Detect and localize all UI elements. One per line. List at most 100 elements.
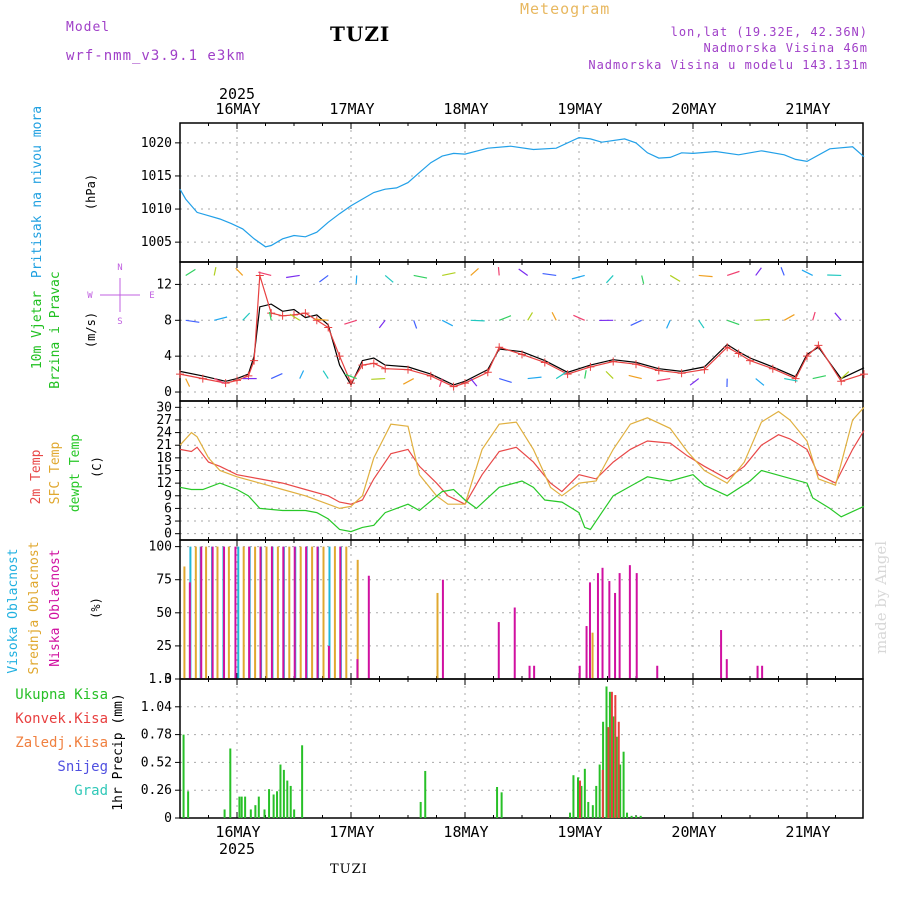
x-day-label-top: 20MAY — [671, 100, 716, 118]
data-bar — [238, 796, 241, 818]
data-bar — [259, 546, 262, 679]
data-bar — [617, 721, 620, 818]
wind-arrow — [378, 319, 386, 329]
gust-marker — [233, 376, 241, 385]
data-bar — [282, 546, 285, 679]
gust-marker — [369, 359, 378, 368]
gust-marker — [609, 357, 618, 366]
gust-marker — [746, 356, 754, 365]
wind-arrow — [689, 378, 700, 386]
wind-arrow — [605, 370, 614, 380]
data-bar — [608, 581, 611, 679]
data-bar — [254, 546, 257, 679]
gust-marker — [426, 371, 435, 380]
data-bar — [293, 546, 296, 679]
wind-title-1: 10m Vjetar — [30, 291, 45, 369]
gust-marker — [176, 370, 184, 379]
wind-arrow — [299, 370, 305, 379]
wind-arrow — [214, 316, 228, 321]
wind-arrow — [441, 319, 454, 327]
wind-arrow — [584, 370, 587, 379]
data-bar — [242, 546, 245, 679]
data-bar — [223, 546, 226, 679]
x-day-label-bottom: 16MAY — [215, 823, 260, 841]
data-bar — [579, 780, 581, 818]
wind-arrow — [573, 314, 585, 321]
y-tick-label: 50 — [156, 606, 172, 621]
wind-arrow — [185, 268, 196, 276]
model-elevation-text: Nadmorska Visina u modelu 143.131m — [588, 58, 868, 72]
series-line — [179, 136, 865, 248]
wind-arrow — [551, 311, 557, 321]
wind-arrow — [698, 319, 705, 329]
data-bar — [587, 801, 590, 818]
y-tick-label: 15 — [156, 464, 172, 479]
data-bar — [595, 785, 598, 818]
data-bar — [601, 769, 604, 818]
gust-marker — [518, 350, 526, 359]
wind-arrow — [571, 274, 585, 280]
data-bar — [497, 622, 500, 679]
data-bar — [272, 794, 275, 818]
data-bar — [305, 546, 308, 679]
wind-arrow — [834, 312, 842, 321]
y-tick-label: 12 — [156, 277, 172, 292]
data-bar — [205, 546, 208, 679]
data-bar — [282, 769, 285, 818]
elevation-text: Nadmorska Visina 46m — [703, 41, 868, 55]
data-bar — [345, 546, 348, 679]
x-day-label-top: 17MAY — [329, 100, 374, 118]
gust-marker — [768, 364, 777, 373]
gust-marker — [461, 379, 469, 388]
data-bar — [187, 791, 190, 818]
gust-marker — [449, 382, 458, 391]
tsfc-title: SFC Temp — [48, 442, 63, 505]
series-line — [179, 303, 865, 387]
y-tick-label: 4 — [164, 349, 172, 364]
data-bar — [598, 764, 601, 818]
wind-arrow — [499, 378, 512, 383]
data-bar — [569, 812, 572, 818]
panel-frame — [179, 261, 864, 402]
compass-cross — [100, 278, 140, 312]
wind-arrow — [242, 312, 251, 321]
wind-arrow — [542, 272, 557, 277]
y-tick-label: 9 — [164, 489, 172, 504]
x-day-label-top: 19MAY — [557, 100, 602, 118]
data-bar — [585, 626, 588, 679]
data-bar — [276, 546, 279, 679]
data-bar — [234, 546, 237, 679]
gust-marker — [301, 309, 310, 318]
wind-arrow — [783, 314, 795, 321]
data-bar — [635, 573, 638, 679]
x-day-label-bottom: 19MAY — [557, 823, 602, 841]
panel-frame — [179, 122, 864, 263]
wind-arrow — [470, 319, 485, 322]
wind-arrow — [384, 274, 394, 283]
pressure-unit: (hPa) — [84, 174, 98, 210]
y-tick-label: 6 — [164, 501, 172, 516]
wind-arrow — [403, 378, 414, 385]
wind-arrow — [527, 376, 542, 380]
wind-title-2: Brzina i Pravac — [48, 271, 63, 388]
gust-marker — [358, 361, 367, 370]
data-bar — [533, 665, 536, 679]
wind-arrow — [755, 318, 770, 321]
gust-marker — [860, 370, 868, 379]
wind-arrow — [344, 319, 357, 325]
wind-arrow — [289, 313, 301, 321]
wind-arrow — [812, 311, 816, 321]
data-bar — [270, 546, 273, 679]
wind-arrow — [780, 267, 785, 276]
data-bar — [656, 665, 659, 679]
data-bar — [588, 582, 591, 679]
data-bar — [293, 809, 296, 818]
gust-marker — [404, 365, 412, 374]
data-bar — [327, 645, 330, 679]
y-tick-label: 0 — [164, 811, 172, 826]
data-bar — [263, 809, 266, 818]
compass-w: W — [87, 291, 93, 301]
y-tick-label: 25 — [156, 639, 172, 654]
data-bar — [268, 789, 271, 818]
